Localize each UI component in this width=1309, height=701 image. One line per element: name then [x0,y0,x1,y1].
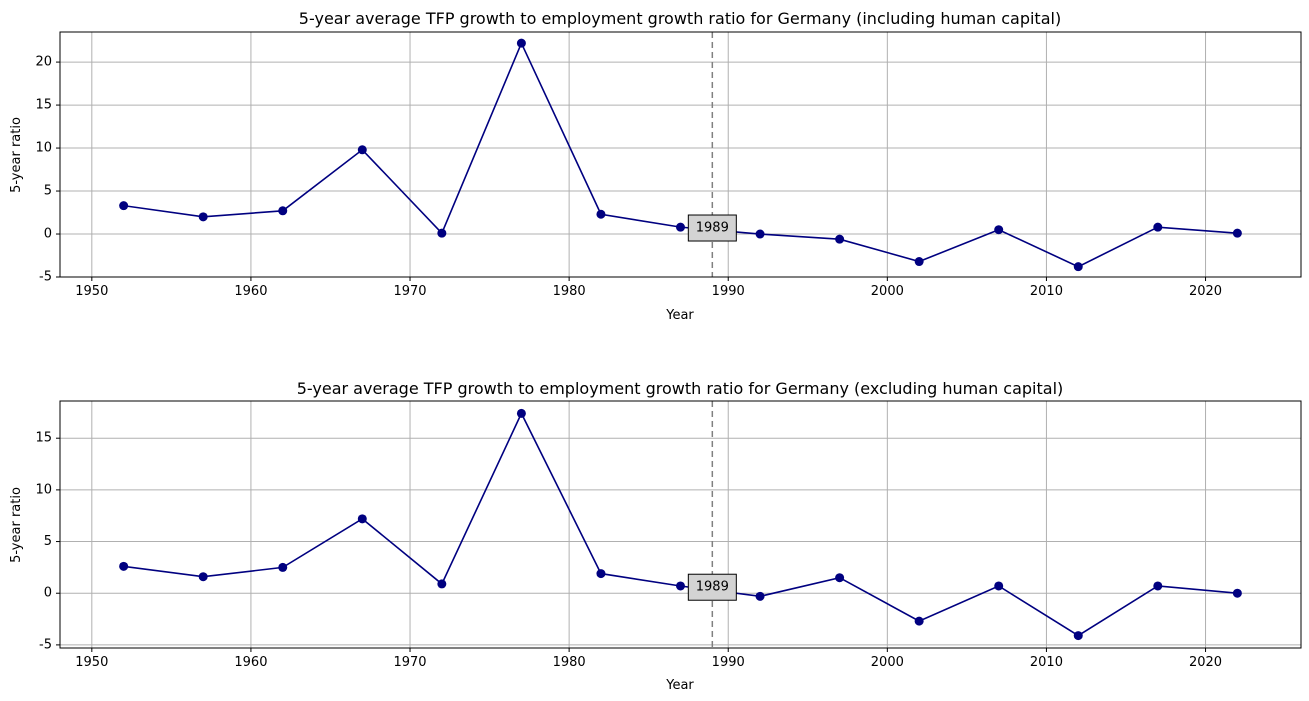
chart-1-xtick-label: 2000 [871,284,904,299]
chart-2-annotation-box [687,573,737,601]
chart-1-plot-frame [59,31,1302,278]
chart-2-data-point [437,579,447,589]
chart-1-xtick-label: 2020 [1189,284,1222,299]
chart-2-annotation-label: 1989 [696,580,729,595]
chart-1-ytick-label: 0 [44,227,52,242]
chart-2-data-point [1073,631,1083,641]
chart-2-ytick-label: 5 [44,534,52,549]
chart-1-xtick-label: 2010 [1030,284,1063,299]
chart-2-xtick-label: 2020 [1189,655,1222,670]
chart-2-data-point [1232,588,1242,598]
chart-2-data-point [119,561,129,571]
chart-1-markers [119,38,1242,272]
chart-2-data-point [1153,581,1163,591]
chart-2-ytick-label: 0 [44,586,52,601]
chart-1-xticks: 1950 1960 1970 1980 1990 2000 2010 2020 [75,277,1222,299]
chart-1-ytick-label: 5 [44,184,52,199]
chart-2-annotation: 1989 [687,573,737,601]
chart-1-data-point [596,209,606,219]
chart-1-annotation-label: 1989 [696,221,729,236]
chart-2-x-axis-label: Year [665,678,694,693]
chart-1-xtick-label: 1960 [234,284,267,299]
chart-2-data-point [755,591,765,601]
chart-2-data-point [278,562,288,572]
chart-2-xticks: 1950 1960 1970 1980 1990 2000 2010 2020 [75,648,1222,670]
chart-1-data-point [1153,222,1163,232]
chart-2-data-point [676,581,685,591]
chart-1-data-point [516,38,526,48]
chart-2-xtick-label: 2010 [1030,655,1063,670]
chart-2-data-point [835,573,845,583]
chart-2-ytick-label: -5 [39,637,52,652]
chart-1-data-point [994,225,1004,235]
chart-1-annotation: 1989 [687,214,737,242]
chart-1-data-point [835,234,845,244]
chart-2-data-point [994,581,1004,591]
chart-2-xtick-label: 1990 [712,655,745,670]
chart-2: 5-year average TFP growth to employment … [9,379,1302,693]
chart-2-yticks: -5 0 5 10 15 [35,431,60,652]
chart-1-y-axis-label: 5-year ratio [9,117,24,193]
chart-1-xtick-label: 1970 [393,284,426,299]
chart-1-ytick-label: 15 [35,98,52,113]
chart-1-data-point [119,201,129,211]
chart-2-ytick-label: 10 [35,482,52,497]
chart-1-xtick-label: 1980 [553,284,586,299]
chart-2-xtick-label: 2000 [871,655,904,670]
chart-1-data-point [755,229,765,239]
chart-2-grid [60,401,1301,648]
chart-1-title: 5-year average TFP growth to employment … [299,9,1061,28]
chart-1-data-point [357,145,367,155]
chart-2-xtick-label: 1980 [553,655,586,670]
chart-2-data-point [516,408,526,418]
chart-2-plot-frame [59,400,1302,649]
chart-2-xtick-label: 1970 [393,655,426,670]
chart-1-annotation-box [687,214,737,242]
chart-1-data-point [437,228,447,238]
chart-1-data-point [676,222,685,232]
chart-1-ytick-label: -5 [39,270,52,285]
chart-1-xtick-label: 1990 [712,284,745,299]
chart-2-ytick-label: 15 [35,431,52,446]
chart-2-data-point [198,572,208,582]
chart-2-xtick-label: 1960 [234,655,267,670]
chart-1-data-point [1073,262,1083,272]
chart-2-data-point [357,514,367,524]
chart-1-ytick-label: 20 [35,55,52,70]
chart-2-title: 5-year average TFP growth to employment … [297,379,1064,398]
chart-2-data-point [596,569,606,579]
chart-1-data-point [1232,228,1242,238]
chart-2-data-point [914,616,924,626]
chart-1-data-point [914,257,924,267]
chart-1-data-point [198,212,208,222]
chart-2-series-line [123,411,1238,637]
chart-1-series-line [123,41,1238,268]
chart-1: 5-year average TFP growth to employment … [9,9,1302,323]
chart-1-ytick-label: 10 [35,141,52,156]
chart-2-xtick-label: 1950 [75,655,108,670]
chart-2-y-axis-label: 5-year ratio [9,487,24,563]
chart-1-xtick-label: 1950 [75,284,108,299]
chart-1-x-axis-label: Year [665,308,694,323]
chart-1-grid [60,32,1301,278]
chart-2-markers [119,408,1242,641]
chart-1-data-point [278,206,288,216]
chart-1-yticks: -5 0 5 10 15 20 [35,55,60,285]
